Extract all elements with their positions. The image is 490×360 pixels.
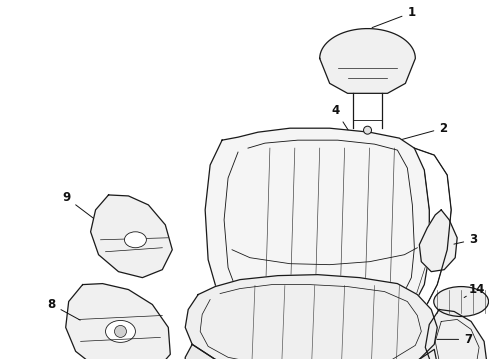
Text: 9: 9 [62,192,94,218]
Polygon shape [419,210,457,272]
Polygon shape [185,275,437,360]
Text: 2: 2 [402,122,447,139]
Text: 6: 6 [0,359,1,360]
Text: 11: 11 [0,359,1,360]
Polygon shape [319,28,416,93]
Text: 4: 4 [331,104,348,130]
Text: 3: 3 [454,233,477,246]
Ellipse shape [105,320,135,342]
Polygon shape [91,195,172,278]
Text: 1: 1 [372,6,416,28]
Text: 14: 14 [464,283,486,298]
Circle shape [364,126,371,134]
Ellipse shape [124,232,147,248]
Polygon shape [66,284,171,360]
Ellipse shape [434,287,489,316]
Text: 12: 12 [0,359,1,360]
Polygon shape [425,310,487,360]
Circle shape [115,325,126,337]
Text: 10: 10 [0,359,1,360]
Polygon shape [205,128,429,337]
Text: 7: 7 [437,333,472,346]
Text: 13: 13 [0,359,1,360]
Text: 8: 8 [48,298,80,320]
Polygon shape [185,345,439,360]
Text: 5: 5 [0,359,1,360]
